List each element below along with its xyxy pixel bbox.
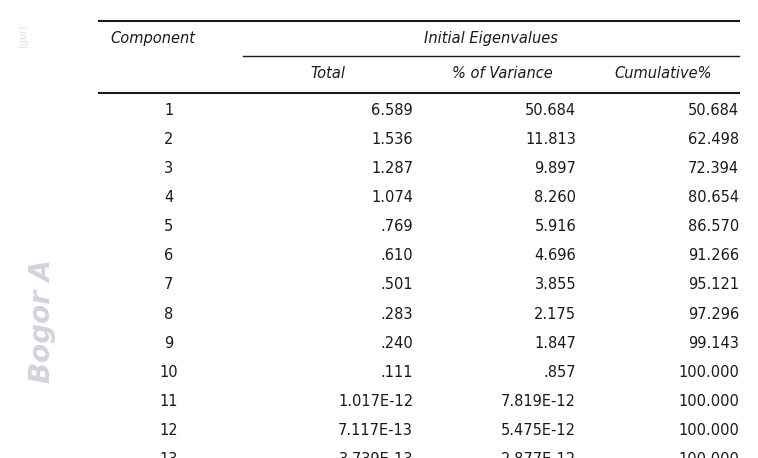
Text: 50.684: 50.684	[525, 103, 576, 118]
Text: Bogor A: Bogor A	[28, 259, 55, 382]
Text: 7: 7	[164, 278, 174, 292]
Text: 100.000: 100.000	[678, 365, 739, 380]
Text: 1.017E-12: 1.017E-12	[338, 394, 413, 409]
Text: .857: .857	[543, 365, 576, 380]
Text: 4: 4	[164, 190, 174, 205]
Text: 62.498: 62.498	[688, 132, 739, 147]
Text: 7.819E-12: 7.819E-12	[501, 394, 576, 409]
Text: 2: 2	[164, 132, 174, 147]
Text: 9: 9	[164, 336, 174, 350]
Text: 5.475E-12: 5.475E-12	[501, 423, 576, 438]
Text: 1: 1	[164, 103, 174, 118]
Text: 95.121: 95.121	[688, 278, 739, 292]
Text: Initial Eigenvalues: Initial Eigenvalues	[424, 32, 558, 46]
Text: Component: Component	[110, 32, 195, 46]
Text: 5: 5	[164, 219, 174, 234]
Text: .283: .283	[381, 306, 413, 322]
Text: 50.684: 50.684	[688, 103, 739, 118]
Text: 97.296: 97.296	[688, 306, 739, 322]
Text: 2.175: 2.175	[534, 306, 576, 322]
Text: 11.813: 11.813	[525, 132, 576, 147]
Text: 13: 13	[159, 452, 178, 458]
Text: 1.847: 1.847	[534, 336, 576, 350]
Text: 5.916: 5.916	[534, 219, 576, 234]
Text: .111: .111	[381, 365, 413, 380]
Text: 4.696: 4.696	[534, 248, 576, 263]
Text: Total: Total	[310, 66, 346, 81]
Text: 80.654: 80.654	[688, 190, 739, 205]
Text: .769: .769	[381, 219, 413, 234]
Text: 72.394: 72.394	[688, 161, 739, 176]
Text: (gor): (gor)	[17, 25, 28, 49]
Text: 100.000: 100.000	[678, 423, 739, 438]
Text: Cumulative%: Cumulative%	[615, 66, 712, 81]
Text: 6.589: 6.589	[371, 103, 413, 118]
Text: .240: .240	[381, 336, 413, 350]
Text: 11: 11	[159, 394, 178, 409]
Text: 10: 10	[159, 365, 178, 380]
Text: 3.739E-13: 3.739E-13	[339, 452, 413, 458]
Text: 99.143: 99.143	[688, 336, 739, 350]
Text: 1.074: 1.074	[371, 190, 413, 205]
Text: 3: 3	[164, 161, 174, 176]
Text: 1.536: 1.536	[371, 132, 413, 147]
Text: 100.000: 100.000	[678, 394, 739, 409]
Text: 8.260: 8.260	[534, 190, 576, 205]
Text: .610: .610	[381, 248, 413, 263]
Text: % of Variance: % of Variance	[452, 66, 553, 81]
Text: 8: 8	[164, 306, 174, 322]
Text: 86.570: 86.570	[688, 219, 739, 234]
Text: 7.117E-13: 7.117E-13	[338, 423, 413, 438]
Text: 91.266: 91.266	[688, 248, 739, 263]
Text: 12: 12	[159, 423, 178, 438]
Text: 100.000: 100.000	[678, 452, 739, 458]
Text: 9.897: 9.897	[534, 161, 576, 176]
Text: 6: 6	[164, 248, 174, 263]
Text: 1.287: 1.287	[371, 161, 413, 176]
Text: .501: .501	[381, 278, 413, 292]
Text: 2.877E-12: 2.877E-12	[501, 452, 576, 458]
Text: 3.855: 3.855	[534, 278, 576, 292]
